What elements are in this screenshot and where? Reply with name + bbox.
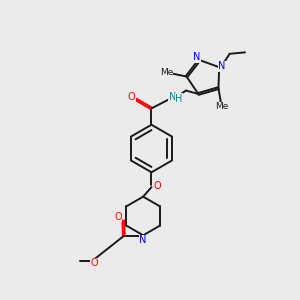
Text: O: O [153, 181, 160, 191]
Text: O: O [128, 92, 135, 102]
Text: Me: Me [160, 68, 173, 77]
Text: N: N [169, 92, 176, 102]
Text: O: O [114, 212, 122, 222]
Text: N: N [193, 52, 200, 62]
Text: O: O [91, 258, 98, 268]
Text: N: N [140, 235, 147, 245]
Text: H: H [176, 94, 183, 103]
Text: Me: Me [215, 102, 228, 111]
Text: N: N [218, 61, 226, 71]
